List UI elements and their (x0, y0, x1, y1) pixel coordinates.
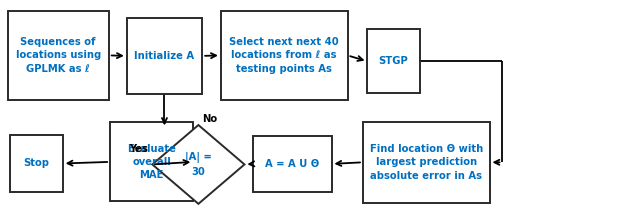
Text: Stop: Stop (24, 158, 49, 168)
Text: A = A U Θ: A = A U Θ (266, 159, 319, 169)
Polygon shape (152, 125, 244, 204)
FancyBboxPatch shape (253, 136, 332, 192)
FancyBboxPatch shape (10, 135, 63, 192)
Text: Initialize A: Initialize A (134, 51, 195, 61)
Text: Yes: Yes (130, 144, 148, 154)
Text: STGP: STGP (379, 56, 408, 66)
FancyBboxPatch shape (110, 122, 193, 201)
Text: |A| =
30: |A| = 30 (185, 152, 212, 177)
Text: Evaluate
overall
MAE: Evaluate overall MAE (127, 144, 176, 180)
FancyBboxPatch shape (221, 11, 348, 100)
Text: No: No (202, 114, 218, 124)
FancyBboxPatch shape (367, 29, 420, 93)
Text: Select next next 40
locations from ℓ as
testing points As: Select next next 40 locations from ℓ as … (229, 37, 339, 73)
FancyBboxPatch shape (127, 18, 202, 94)
Text: Find location Θ with
largest prediction
absolute error in As: Find location Θ with largest prediction … (370, 144, 483, 180)
Text: Sequences of
locations using
GPLMK as ℓ: Sequences of locations using GPLMK as ℓ (15, 37, 101, 73)
FancyBboxPatch shape (363, 122, 490, 203)
FancyBboxPatch shape (8, 11, 109, 100)
